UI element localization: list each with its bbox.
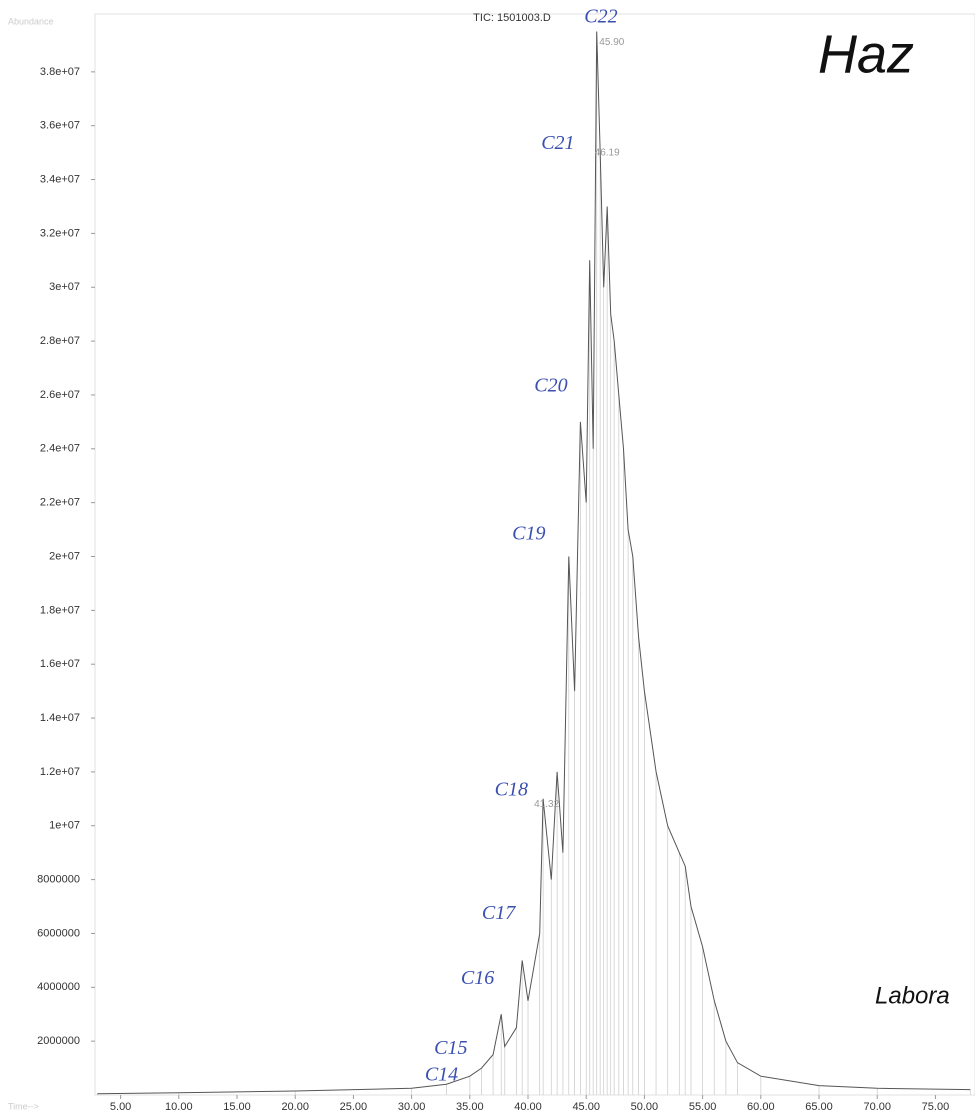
x-axis-label: Time--> bbox=[8, 1101, 39, 1111]
overlay-title: Haz bbox=[818, 24, 914, 84]
y-tick-label: 1.4e+07 bbox=[40, 712, 80, 724]
handwritten-label: C15 bbox=[434, 1037, 467, 1059]
y-tick-label: 2.4e+07 bbox=[40, 443, 80, 455]
peak-label: 46.19 bbox=[595, 147, 620, 158]
peak-label: 41.32 bbox=[534, 799, 559, 810]
x-tick-label: 30.00 bbox=[398, 1101, 426, 1113]
chart: TIC: 1501003.D Abundance Time--> Haz Lab… bbox=[0, 0, 975, 1115]
x-tick-label: 55.00 bbox=[689, 1101, 717, 1113]
handwritten-label: C18 bbox=[495, 778, 528, 800]
y-tick-label: 3e+07 bbox=[49, 281, 80, 293]
tic-trace bbox=[97, 32, 970, 1094]
y-tick-label: 2.6e+07 bbox=[40, 389, 80, 401]
x-tick-label: 75.00 bbox=[922, 1101, 950, 1113]
y-axis-label: Abundance bbox=[8, 16, 54, 26]
handwritten-label: C14 bbox=[425, 1064, 458, 1086]
x-tick-label: 10.00 bbox=[165, 1101, 193, 1113]
y-tick-label: 2000000 bbox=[37, 1035, 80, 1047]
handwritten-label: C20 bbox=[534, 374, 567, 396]
y-tick-label: 1.6e+07 bbox=[40, 658, 80, 670]
x-tick-label: 25.00 bbox=[340, 1101, 368, 1113]
y-tick-label: 8000000 bbox=[37, 874, 80, 886]
y-tick-label: 3.8e+07 bbox=[40, 66, 80, 78]
y-tick-label: 3.4e+07 bbox=[40, 173, 80, 185]
y-tick-label: 3.6e+07 bbox=[40, 120, 80, 132]
handwritten-label: C21 bbox=[541, 132, 574, 154]
x-tick-label: 65.00 bbox=[805, 1101, 833, 1113]
y-tick-label: 1.8e+07 bbox=[40, 604, 80, 616]
plot-frame bbox=[95, 14, 975, 1095]
x-tick-label: 50.00 bbox=[631, 1101, 659, 1113]
y-tick-label: 1e+07 bbox=[49, 820, 80, 832]
x-tick-label: 5.00 bbox=[110, 1101, 131, 1113]
page: TIC: 1501003.D Abundance Time--> Haz Lab… bbox=[0, 0, 975, 1115]
handwritten-label: C16 bbox=[461, 967, 494, 989]
handwritten-label: C22 bbox=[584, 6, 617, 28]
handwritten-label: C17 bbox=[482, 902, 516, 924]
y-tick-label: 3.2e+07 bbox=[40, 227, 80, 239]
y-tick-label: 2.8e+07 bbox=[40, 335, 80, 347]
x-tick-label: 35.00 bbox=[456, 1101, 484, 1113]
x-tick-label: 40.00 bbox=[514, 1101, 542, 1113]
y-tick-label: 4000000 bbox=[37, 981, 80, 993]
overlay-caption: Labora bbox=[875, 982, 950, 1009]
x-tick-label: 45.00 bbox=[572, 1101, 600, 1113]
y-tick-label: 1.2e+07 bbox=[40, 766, 80, 778]
x-tick-label: 20.00 bbox=[281, 1101, 309, 1113]
x-tick-label: 15.00 bbox=[223, 1101, 251, 1113]
handwritten-label: C19 bbox=[512, 523, 545, 545]
y-tick-label: 2.2e+07 bbox=[40, 497, 80, 509]
x-tick-label: 60.00 bbox=[747, 1101, 775, 1113]
y-tick-label: 6000000 bbox=[37, 927, 80, 939]
x-tick-label: 70.00 bbox=[863, 1101, 891, 1113]
y-tick-label: 2e+07 bbox=[49, 550, 80, 562]
peak-label: 45.90 bbox=[599, 37, 624, 48]
chart-title: TIC: 1501003.D bbox=[473, 12, 551, 24]
